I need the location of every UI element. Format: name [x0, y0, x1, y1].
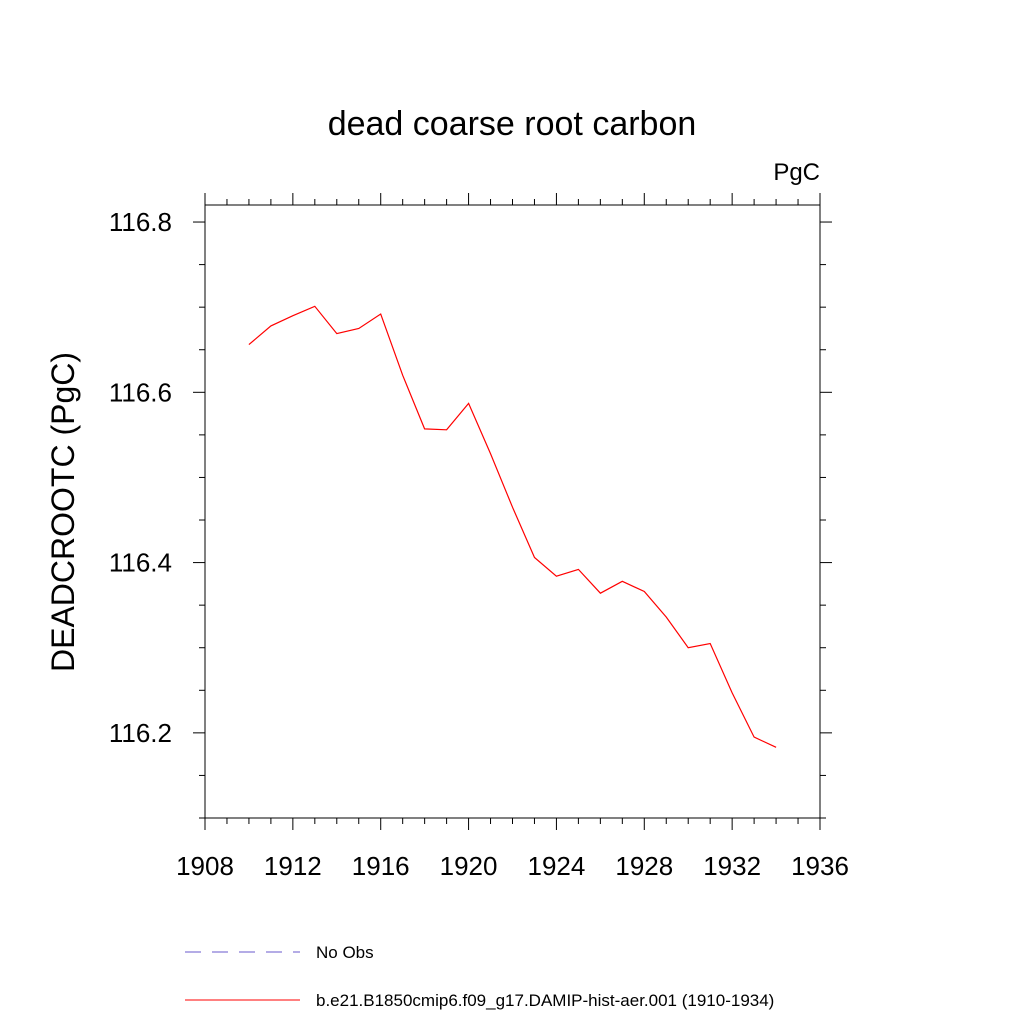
legend-label: No Obs: [316, 943, 374, 962]
y-axis-label: DEADCROOTC (PgC): [45, 352, 81, 672]
y-tick-label: 116.4: [109, 548, 172, 578]
y-tick-label: 116.6: [109, 377, 172, 407]
series-layer: [248, 305, 777, 748]
x-tick-label: 1920: [440, 851, 498, 881]
y-tick-label: 116.2: [109, 718, 172, 748]
x-tick-label: 1936: [791, 851, 849, 881]
x-tick-label: 1932: [703, 851, 761, 881]
x-tick-label: 1928: [615, 851, 673, 881]
legend-label: b.e21.B1850cmip6.f09_g17.DAMIP-hist-aer.…: [316, 991, 774, 1010]
series-line: [248, 305, 777, 748]
plot-frame: [204, 204, 821, 819]
major-ticks: [193, 193, 832, 830]
legend: No Obs b.e21.B1850cmip6.f09_g17.DAMIP-his…: [185, 943, 774, 1010]
tick-labels: 1908 1912 1916 1920 1924 1928 1932 1936 116.2 116…: [109, 207, 849, 881]
x-tick-label: 1908: [176, 851, 234, 881]
x-tick-label: 1916: [352, 851, 410, 881]
x-tick-label: 1924: [528, 851, 586, 881]
minor-ticks: [199, 199, 826, 824]
chart-title: dead coarse root carbon: [328, 105, 697, 143]
y-tick-label: 116.8: [109, 207, 172, 237]
x-tick-label: 1912: [264, 851, 322, 881]
units-label: PgC: [773, 159, 820, 186]
